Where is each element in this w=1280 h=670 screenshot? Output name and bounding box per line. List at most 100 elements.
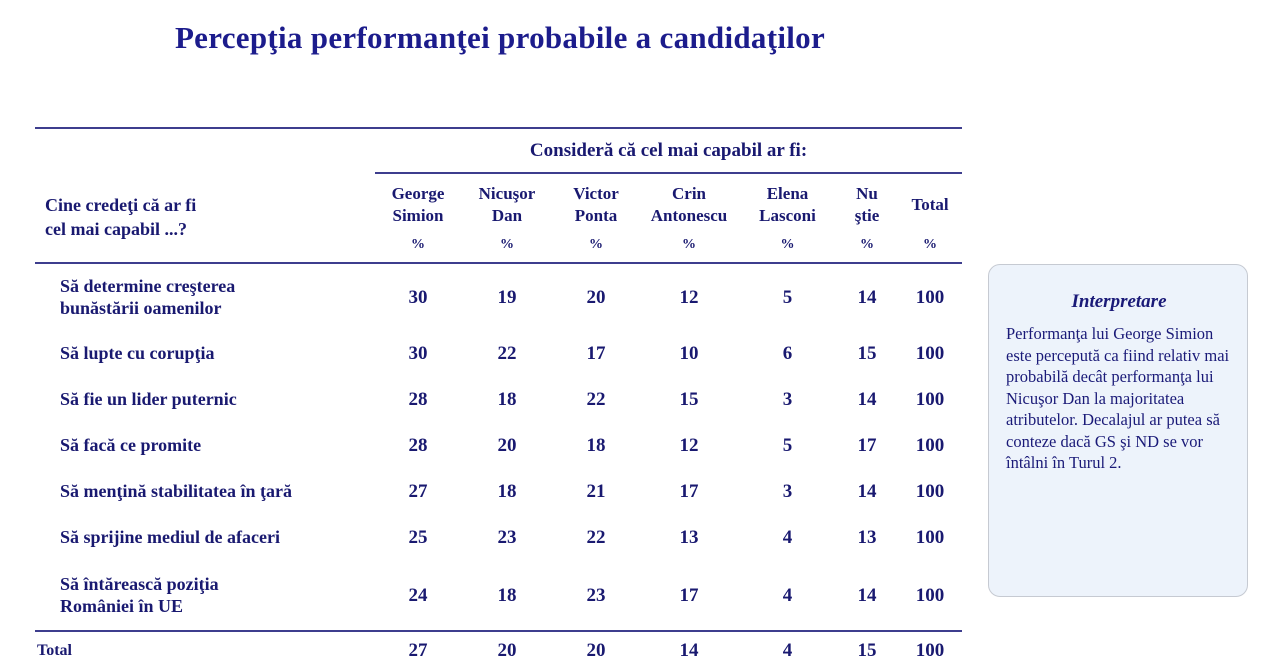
value-cell: 13 [857,527,877,548]
value-cell: 4 [739,630,836,670]
column-header-victor-ponta: Victor Ponta [573,183,619,225]
table-row: Să determine creşterea bunăstării oamenil… [35,263,962,331]
value-cell: 28 [408,389,428,410]
table-corner-cell [35,127,375,173]
value-cell: 14 [857,389,877,410]
value-cell: 27 [408,481,428,502]
unit-cell: % [836,235,898,264]
total-row-label: Total [35,630,375,670]
value-cell: 12 [679,286,699,308]
row-label: Să facă ce promite [60,435,202,456]
value-cell: 100 [915,435,945,456]
value-cell: 19 [497,286,517,308]
table-row: Cine credeţi că ar fi cel mai capabil ..… [35,173,962,264]
value-cell: 5 [782,435,793,456]
value-cell: 18 [497,389,517,410]
value-cell: 18 [497,481,517,502]
column-header-total: Total [911,194,949,214]
value-cell: 23 [497,527,517,548]
value-cell: 22 [586,389,606,410]
value-cell: 18 [586,435,606,456]
question-header: Cine credeţi că ar fi cel mai capabil ..… [35,173,375,264]
column-header-nu-stie: Nu ştie [854,183,880,225]
table-row: Să facă ce promite 28 20 18 12 5 17 100 [35,423,962,469]
column-header-elena-lasconi: Elena Lasconi [759,183,816,225]
table-row: Să fie un lider puternic 28 18 22 15 3 1… [35,377,962,423]
question-header-line: Cine credeţi că ar fi [45,195,197,216]
value-cell: 15 [679,389,699,410]
table-row: Să menţină stabilitatea în ţară 27 18 21… [35,469,962,515]
value-cell: 18 [497,584,517,606]
value-cell: 12 [679,435,699,456]
value-cell: 4 [782,584,793,606]
perception-table: Consideră că cel mai capabil ar fi: Cine… [35,127,963,670]
unit-cell: % [375,235,461,264]
value-cell: 30 [408,286,428,308]
value-cell: 15 [857,343,877,364]
value-cell: 20 [497,435,517,456]
value-cell: 21 [586,481,606,502]
row-label: Să determine creşterea bunăstării oamenil… [60,275,236,318]
total-row: Total 27 20 20 14 4 15 100 [35,630,963,670]
value-cell: 27 [375,630,461,670]
table-row: Consideră că cel mai capabil ar fi: [35,127,963,174]
value-cell: 22 [586,527,606,548]
question-header-line: cel mai capabil ...? [45,218,187,239]
value-cell: 100 [915,481,945,502]
value-cell: 20 [586,286,606,308]
value-cell: 17 [679,481,699,502]
interpretation-text: Performanţa lui George Simion este perce… [1006,324,1230,472]
value-cell: 24 [408,584,428,606]
row-label: Să sprijine mediul de afaceri [60,527,280,548]
value-cell: 3 [782,389,793,410]
value-cell: 100 [915,343,945,364]
value-cell: 17 [586,343,606,364]
value-cell: 4 [782,527,793,548]
value-cell: 10 [679,343,699,364]
row-label: Să lupte cu corupţia [60,343,215,364]
unit-cell: % [553,235,639,264]
interpretation-title: Interpretare [1071,291,1167,312]
table-row: % % % % % % % [35,235,963,264]
value-cell: 20 [553,630,639,670]
column-header-george-simion: George Simion [391,183,445,225]
value-cell: 100 [915,584,945,606]
value-cell: 17 [679,584,699,606]
unit-cell: % [739,235,836,264]
value-cell: 25 [408,527,428,548]
value-cell: 20 [461,630,553,670]
value-cell: 5 [782,286,793,308]
value-cell: 14 [857,481,877,502]
page-title: Percepţia performanţei probabile a candi… [174,20,826,55]
row-label: Să întărească poziţia României în UE [60,573,219,616]
table-row: Să întărească poziţia României în UE 24 1… [35,561,962,631]
value-cell: 100 [915,286,945,308]
column-header-nicusor-dan: Nicuşor Dan [478,183,536,225]
group-header: Consideră că cel mai capabil ar fi: [375,127,963,174]
value-cell: 100 [915,527,945,548]
unit-cell: % [639,235,739,264]
value-cell: 15 [836,630,898,670]
row-label: Să fie un lider puternic [60,389,237,410]
unit-cell: % [461,235,553,264]
value-cell: 22 [497,343,517,364]
column-header-crin-antonescu: Crin Antonescu [650,183,728,225]
value-cell: 14 [857,286,877,308]
unit-cell: % [898,235,963,264]
value-cell: 3 [782,481,793,502]
value-cell: 17 [857,435,877,456]
row-label: Să menţină stabilitatea în ţară [60,481,292,502]
value-cell: 100 [898,630,963,670]
value-cell: 13 [679,527,699,548]
value-cell: 28 [408,435,428,456]
value-cell: 6 [782,343,793,364]
interpretation-box: Interpretare Performanţa lui George Simi… [988,264,1248,597]
value-cell: 100 [915,389,945,410]
value-cell: 23 [586,584,606,606]
value-cell: 14 [857,584,877,606]
value-cell: 30 [408,343,428,364]
value-cell: 14 [639,630,739,670]
table-row: Să lupte cu corupţia 30 22 17 10 6 15 10… [35,331,962,377]
table-row: Să sprijine mediul de afaceri 25 23 22 1… [35,515,962,561]
